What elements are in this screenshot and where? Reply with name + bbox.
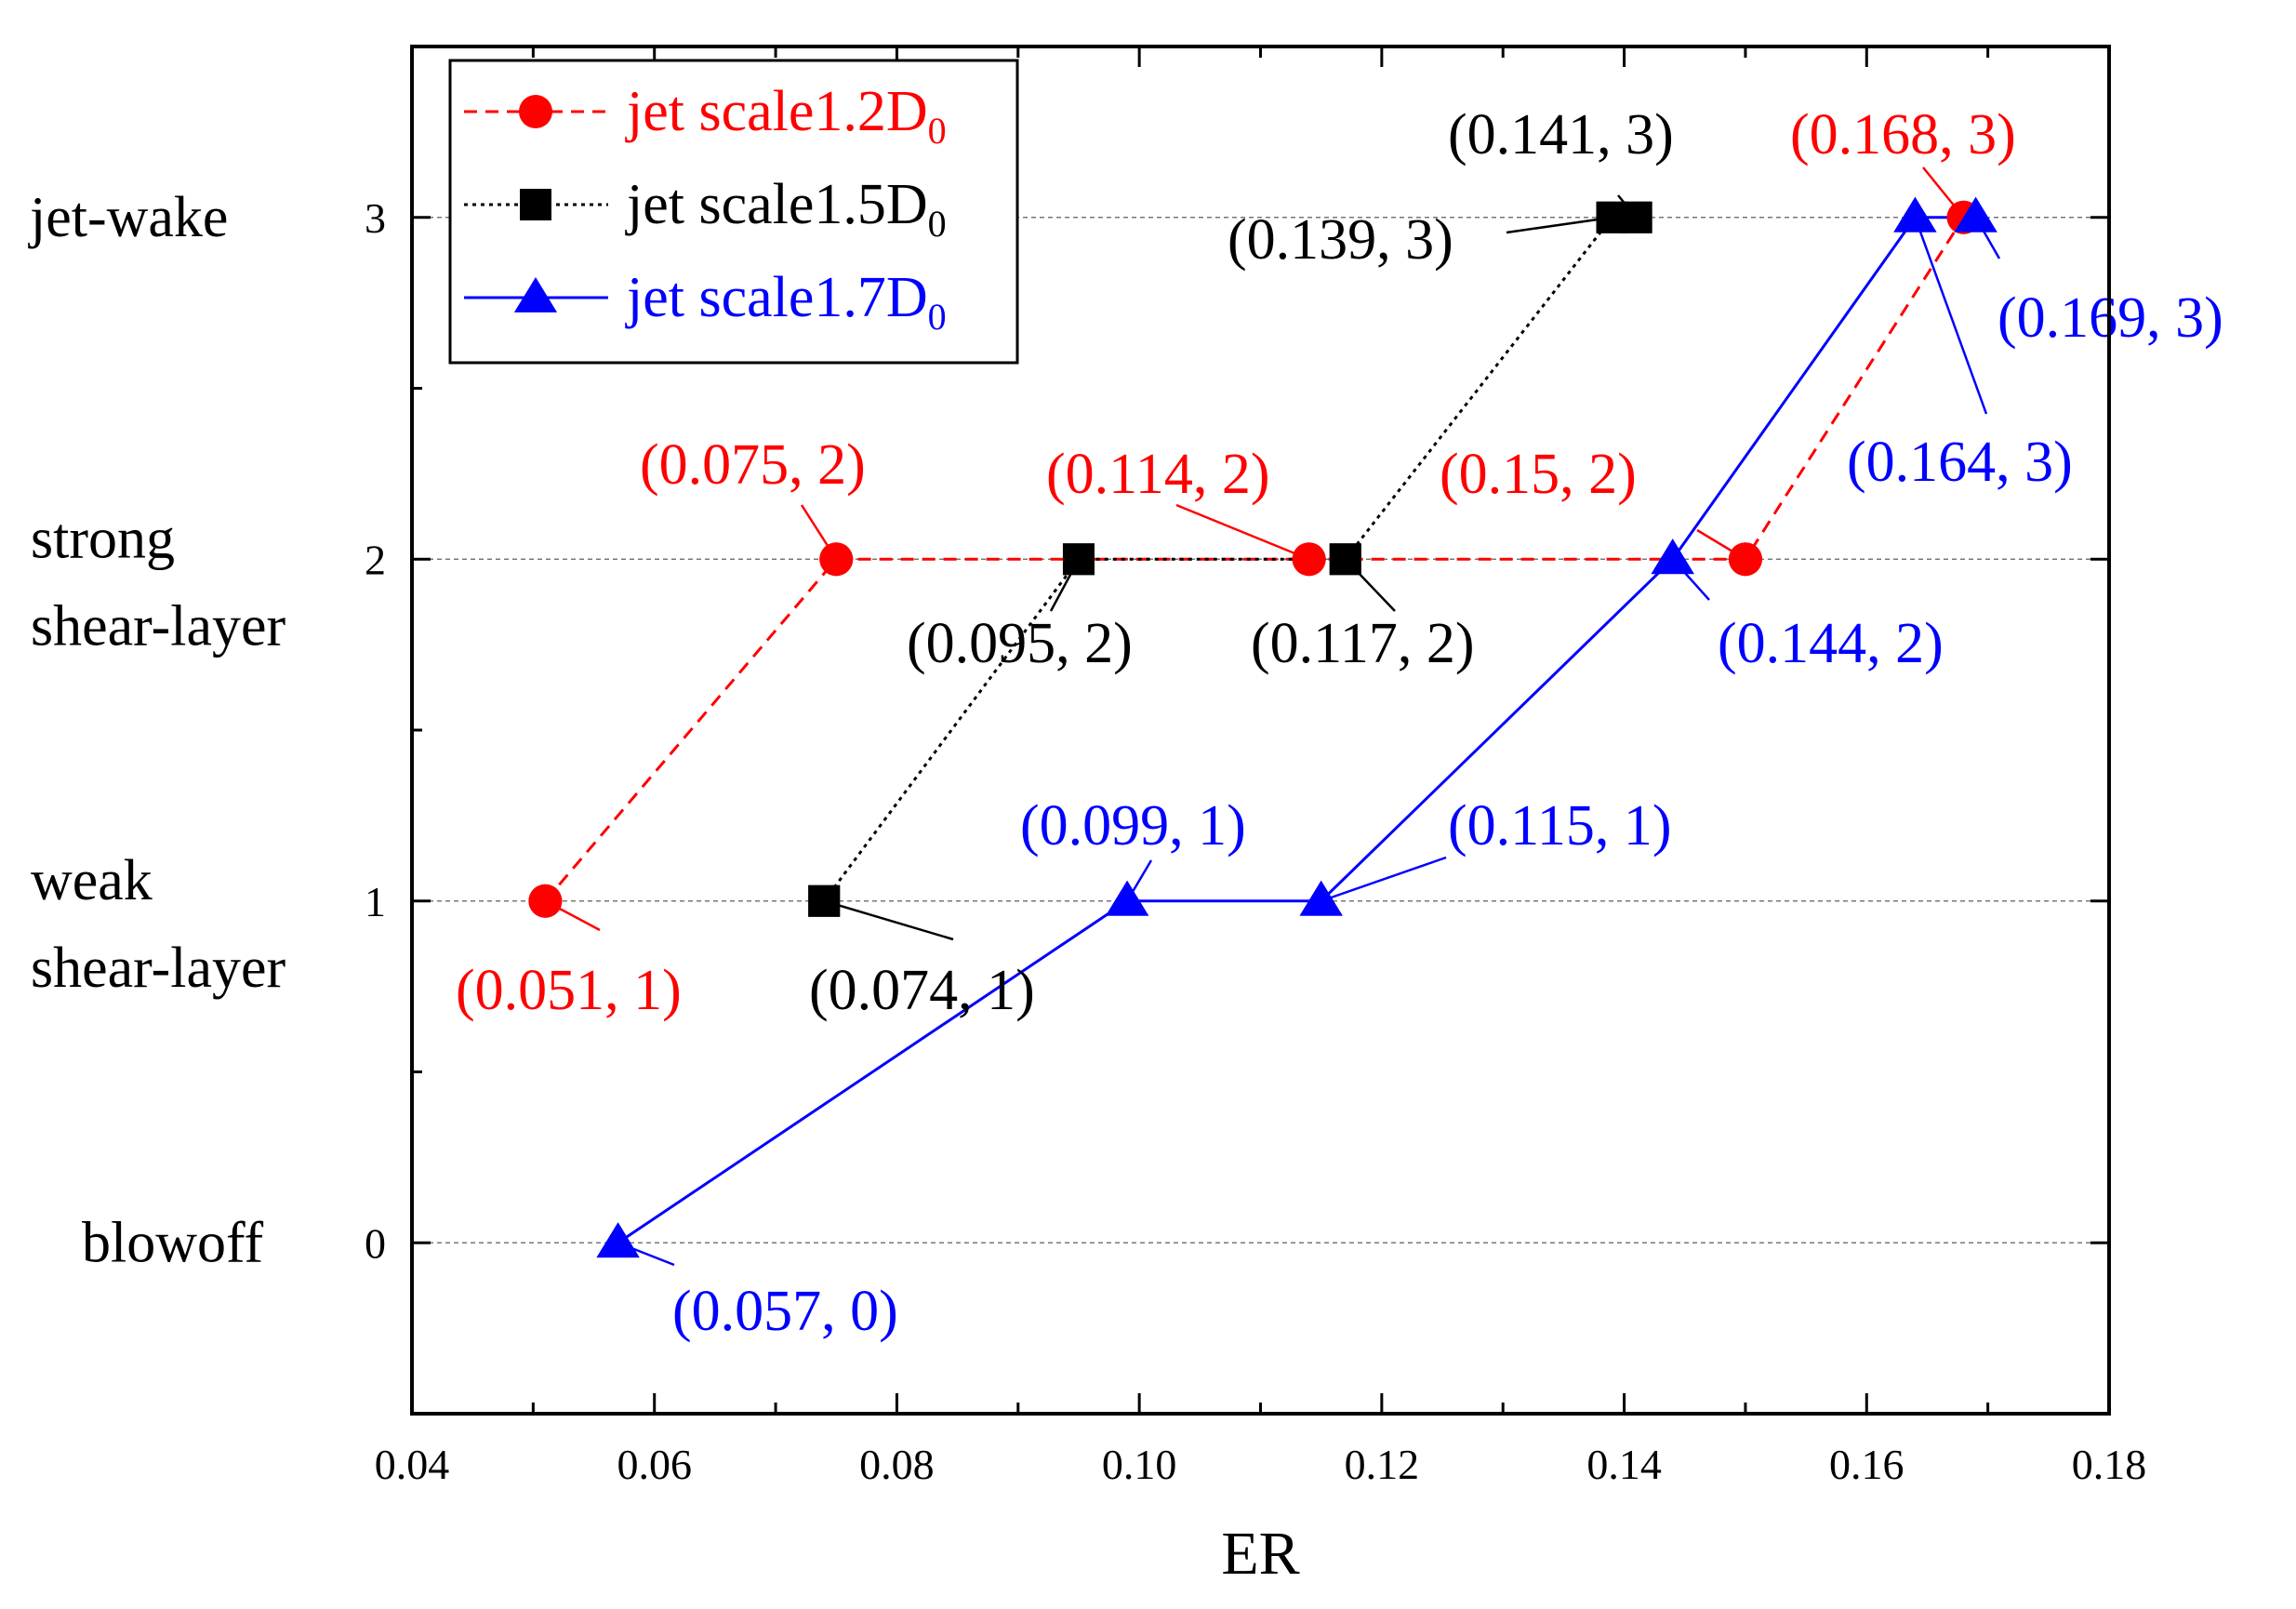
- point-label: (0.168, 3): [1790, 103, 2016, 166]
- y-category-label: jet-wake: [28, 186, 228, 249]
- y-tick-label: 2: [365, 536, 386, 583]
- x-axis-title: ER: [1221, 1520, 1299, 1588]
- point-label: (0.144, 2): [1718, 612, 1944, 675]
- x-tick-label: 0.06: [617, 1441, 692, 1488]
- x-tick-label: 0.16: [1829, 1441, 1904, 1488]
- x-tick-label: 0.12: [1345, 1441, 1420, 1488]
- x-tick-label: 0.18: [2072, 1441, 2147, 1488]
- legend-label: jet scale1.2D0: [625, 80, 947, 152]
- legend-swatch-marker: [519, 95, 552, 128]
- leader-line: [1175, 503, 1310, 561]
- y-category-label: blowoff: [82, 1211, 264, 1274]
- data-point: [1106, 880, 1149, 916]
- y-category-label: strong: [31, 507, 175, 570]
- series-line: [617, 216, 1976, 1244]
- point-label: (0.117, 2): [1251, 612, 1475, 675]
- leader-line: [1321, 856, 1447, 902]
- leader-line: [1506, 216, 1613, 234]
- legend-subscript: 0: [928, 203, 947, 245]
- point-label: (0.051, 1): [456, 959, 682, 1022]
- point-label: (0.114, 2): [1046, 443, 1270, 506]
- leader-line: [823, 899, 954, 941]
- data-point: [1954, 196, 1997, 233]
- data-point: [808, 884, 841, 917]
- legend: jet scale1.2D0 jet scale1.5D0 jet scale1.7…: [448, 59, 1019, 365]
- legend-swatch-marker: [513, 277, 558, 312]
- legend-label: jet scale1.7D0: [625, 266, 947, 338]
- legend-label: jet scale1.5D0: [625, 173, 947, 245]
- data-point: [1329, 543, 1361, 576]
- point-label: (0.164, 3): [1847, 431, 2073, 494]
- data-point: [528, 884, 563, 918]
- point-label: (0.15, 2): [1440, 443, 1637, 506]
- plot-frame: [410, 45, 2111, 1416]
- x-tick-label: 0.10: [1102, 1441, 1177, 1488]
- point-label: (0.074, 1): [809, 959, 1035, 1022]
- point-label: (0.099, 1): [1020, 794, 1246, 858]
- y-category-label: shear-layer: [31, 937, 285, 1000]
- point-label: (0.095, 2): [907, 612, 1133, 675]
- y-tick-label: 1: [365, 878, 386, 925]
- x-tick-label: 0.14: [1586, 1441, 1662, 1488]
- point-label: (0.139, 3): [1228, 208, 1453, 272]
- data-point: [596, 1222, 640, 1258]
- point-label: (0.115, 1): [1448, 794, 1672, 858]
- data-point: [1893, 196, 1937, 233]
- data-point: [1292, 542, 1326, 577]
- legend-subscript: 0: [928, 110, 947, 152]
- legend-subscript: 0: [928, 296, 947, 338]
- point-label: (0.057, 0): [672, 1280, 898, 1343]
- data-point: [1299, 880, 1343, 916]
- legend-swatch-marker: [520, 189, 551, 220]
- data-point: [1651, 539, 1694, 575]
- data-point: [1728, 542, 1762, 577]
- point-label: (0.075, 2): [640, 433, 866, 497]
- data-point: [1620, 201, 1652, 233]
- point-label: (0.141, 3): [1448, 103, 1674, 166]
- data-point: [819, 542, 854, 577]
- leader-line: [1914, 217, 1988, 415]
- y-category-label: shear-layer: [31, 594, 285, 658]
- y-category-label: weak: [31, 849, 153, 912]
- x-tick-label: 0.08: [859, 1441, 935, 1488]
- x-tick-label: 0.04: [375, 1441, 450, 1488]
- data-point: [1062, 543, 1095, 576]
- y-tick-label: 3: [365, 194, 386, 242]
- y-tick-label: 0: [365, 1219, 386, 1267]
